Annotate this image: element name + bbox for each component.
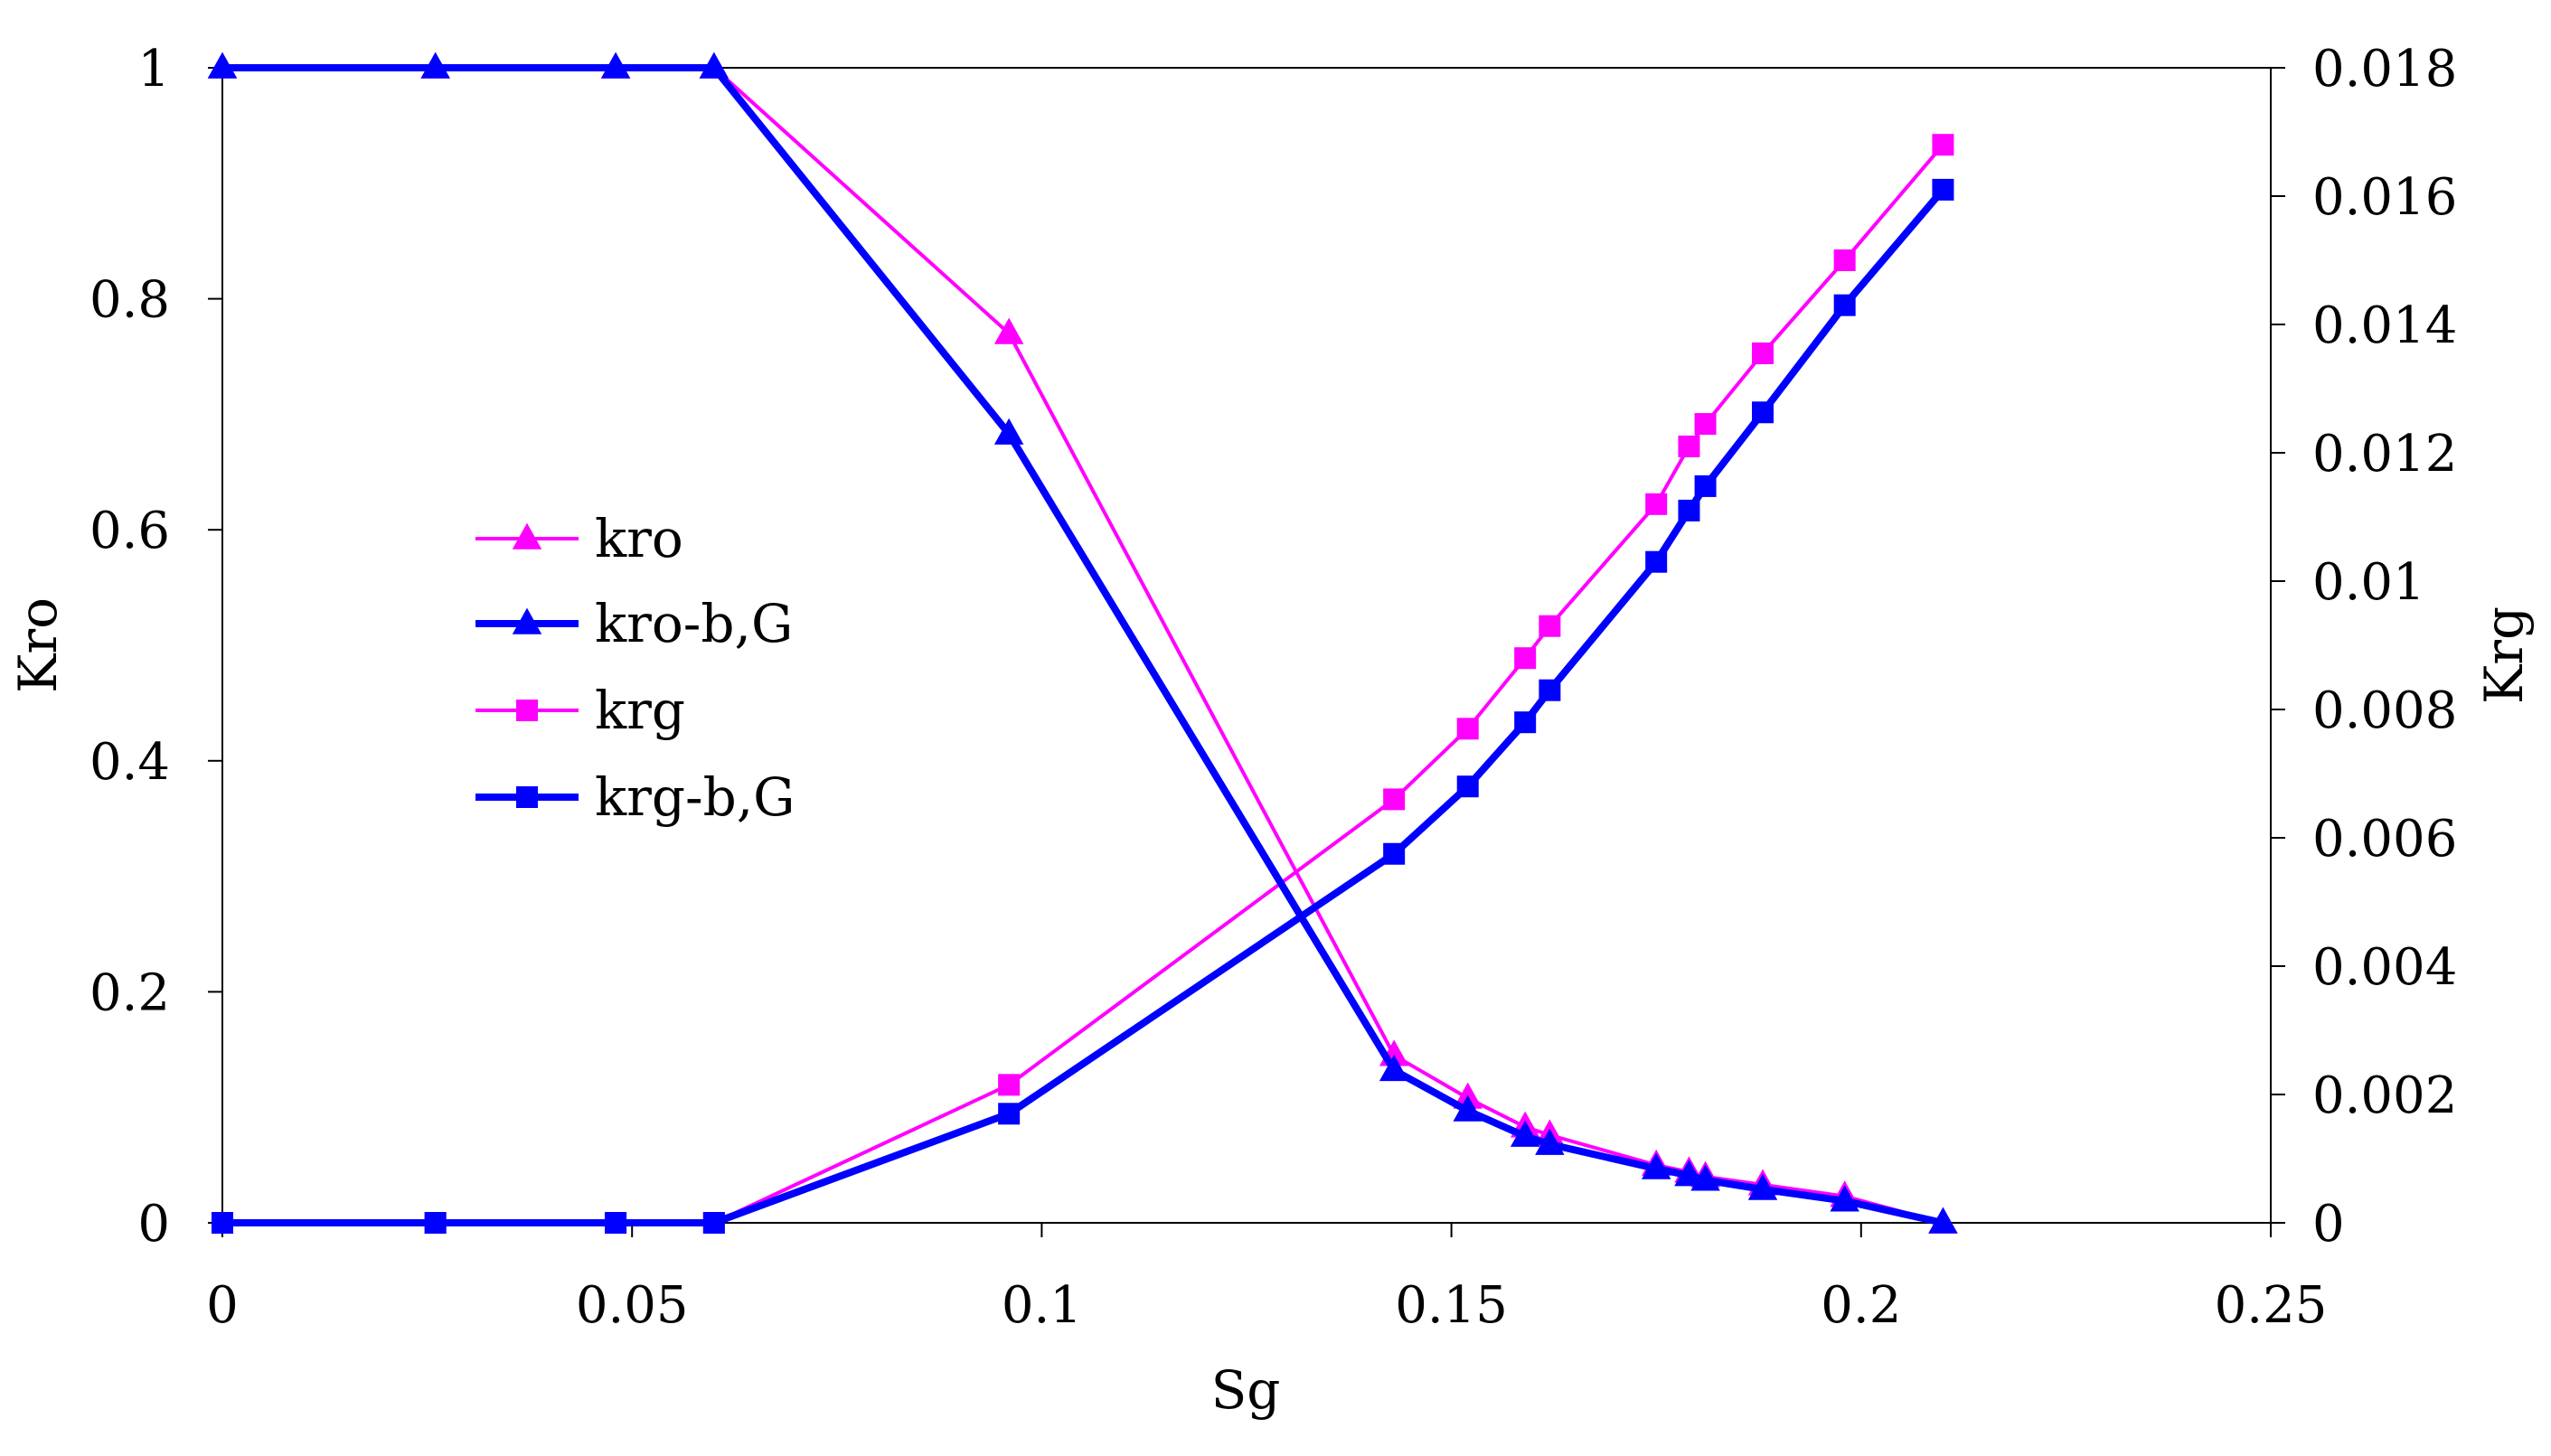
data-point <box>1456 718 1479 740</box>
data-point <box>424 1212 447 1234</box>
ticks-layer: 0 0.05 0.1 0.15 0.2 0.25 0 0.2 0.4 0.6 0.8 1 0 0.002 0… <box>89 40 2457 1335</box>
legend-item: kro-b,G <box>475 593 793 654</box>
y2-tick-label: 0.002 <box>2312 1066 2457 1125</box>
y-axis-title: Kro <box>7 597 69 693</box>
data-point <box>1383 842 1406 865</box>
data-point <box>1747 1173 1778 1200</box>
legend-swatch-marker <box>512 522 542 550</box>
x-tick-label: 0.05 <box>576 1276 689 1335</box>
data-point <box>1383 788 1406 811</box>
data-point <box>1830 1185 1859 1212</box>
data-point <box>1641 1152 1671 1179</box>
y2-tick-label: 0 <box>2312 1195 2345 1254</box>
data-point <box>1510 1120 1540 1147</box>
y2-tick-label: 0.014 <box>2312 296 2457 355</box>
data-point <box>207 52 238 79</box>
legend: kro kro-b,G krg krg-b,G <box>475 508 795 828</box>
data-point <box>1833 249 1856 271</box>
data-point <box>993 418 1024 445</box>
data-point <box>1690 1164 1720 1191</box>
series-krg <box>212 134 1954 1234</box>
y-tick-label: 0.2 <box>89 963 170 1022</box>
legend-swatch-marker <box>516 786 538 808</box>
y-tick-label: 0.8 <box>89 271 170 330</box>
legend-label: krg <box>595 680 685 741</box>
y-tick-label: 1 <box>137 40 170 99</box>
data-point <box>998 1103 1021 1125</box>
data-point <box>1645 493 1668 515</box>
x-tick-label: 0.1 <box>1002 1276 1082 1335</box>
data-point <box>1539 679 1561 701</box>
y2-tick-label: 0.01 <box>2312 553 2425 612</box>
legend-label: krg-b,G <box>595 766 795 828</box>
y2-tick-label: 0.008 <box>2312 681 2457 740</box>
data-point <box>1539 615 1561 637</box>
x-tick-label: 0.25 <box>2215 1276 2328 1335</box>
legend-swatch-marker <box>516 700 538 721</box>
x-axis-title: Sg <box>1211 1359 1281 1421</box>
data-point <box>1928 1207 1958 1234</box>
data-point <box>1514 711 1537 734</box>
data-point <box>420 52 450 79</box>
y2-tick-label: 0.006 <box>2312 810 2457 869</box>
plot-frame <box>221 67 2272 1224</box>
data-point <box>1674 1160 1704 1187</box>
data-point <box>605 1212 627 1234</box>
legend-swatch-marker <box>512 607 542 634</box>
legend-item: krg <box>475 680 685 741</box>
legend-label: kro <box>595 508 683 569</box>
legend-item: krg-b,G <box>475 766 795 828</box>
y2-tick-label: 0.016 <box>2312 168 2457 227</box>
data-point <box>1694 474 1717 497</box>
y-tick-label: 0.6 <box>89 502 170 560</box>
y2-tick-label: 0.018 <box>2312 40 2457 99</box>
legend-item: kro <box>475 508 683 569</box>
data-point <box>1453 1094 1483 1122</box>
series-krg-b-g <box>212 178 1954 1234</box>
data-point <box>1535 1128 1565 1155</box>
y-tick-label: 0.4 <box>89 733 170 792</box>
y2-axis-title: Krg <box>2473 606 2535 704</box>
data-point <box>1514 647 1537 670</box>
data-point <box>1678 435 1700 457</box>
x-tick-label: 0 <box>206 1276 239 1335</box>
data-point <box>1694 413 1717 436</box>
data-point <box>998 1074 1021 1096</box>
data-point <box>1932 178 1954 201</box>
data-point <box>702 1212 725 1234</box>
data-point <box>212 1212 233 1234</box>
series-kro-b-g <box>207 52 1958 1234</box>
data-point <box>1833 294 1856 316</box>
data-point <box>993 317 1024 344</box>
series-layer <box>207 52 1958 1234</box>
y-tick-label: 0 <box>137 1195 170 1254</box>
data-point <box>600 52 631 79</box>
data-point <box>1645 550 1668 573</box>
x-tick-label: 0.2 <box>1821 1276 1901 1335</box>
data-point <box>1379 1054 1409 1082</box>
y2-tick-label: 0.012 <box>2312 425 2457 484</box>
data-point <box>1752 401 1774 424</box>
data-point <box>1456 775 1479 798</box>
y2-tick-label: 0.004 <box>2312 938 2457 997</box>
x-tick-label: 0.15 <box>1395 1276 1508 1335</box>
data-point <box>1678 499 1700 521</box>
data-point <box>699 52 730 79</box>
legend-label: kro-b,G <box>595 593 793 654</box>
data-point <box>1932 134 1954 156</box>
data-point <box>1752 342 1774 364</box>
